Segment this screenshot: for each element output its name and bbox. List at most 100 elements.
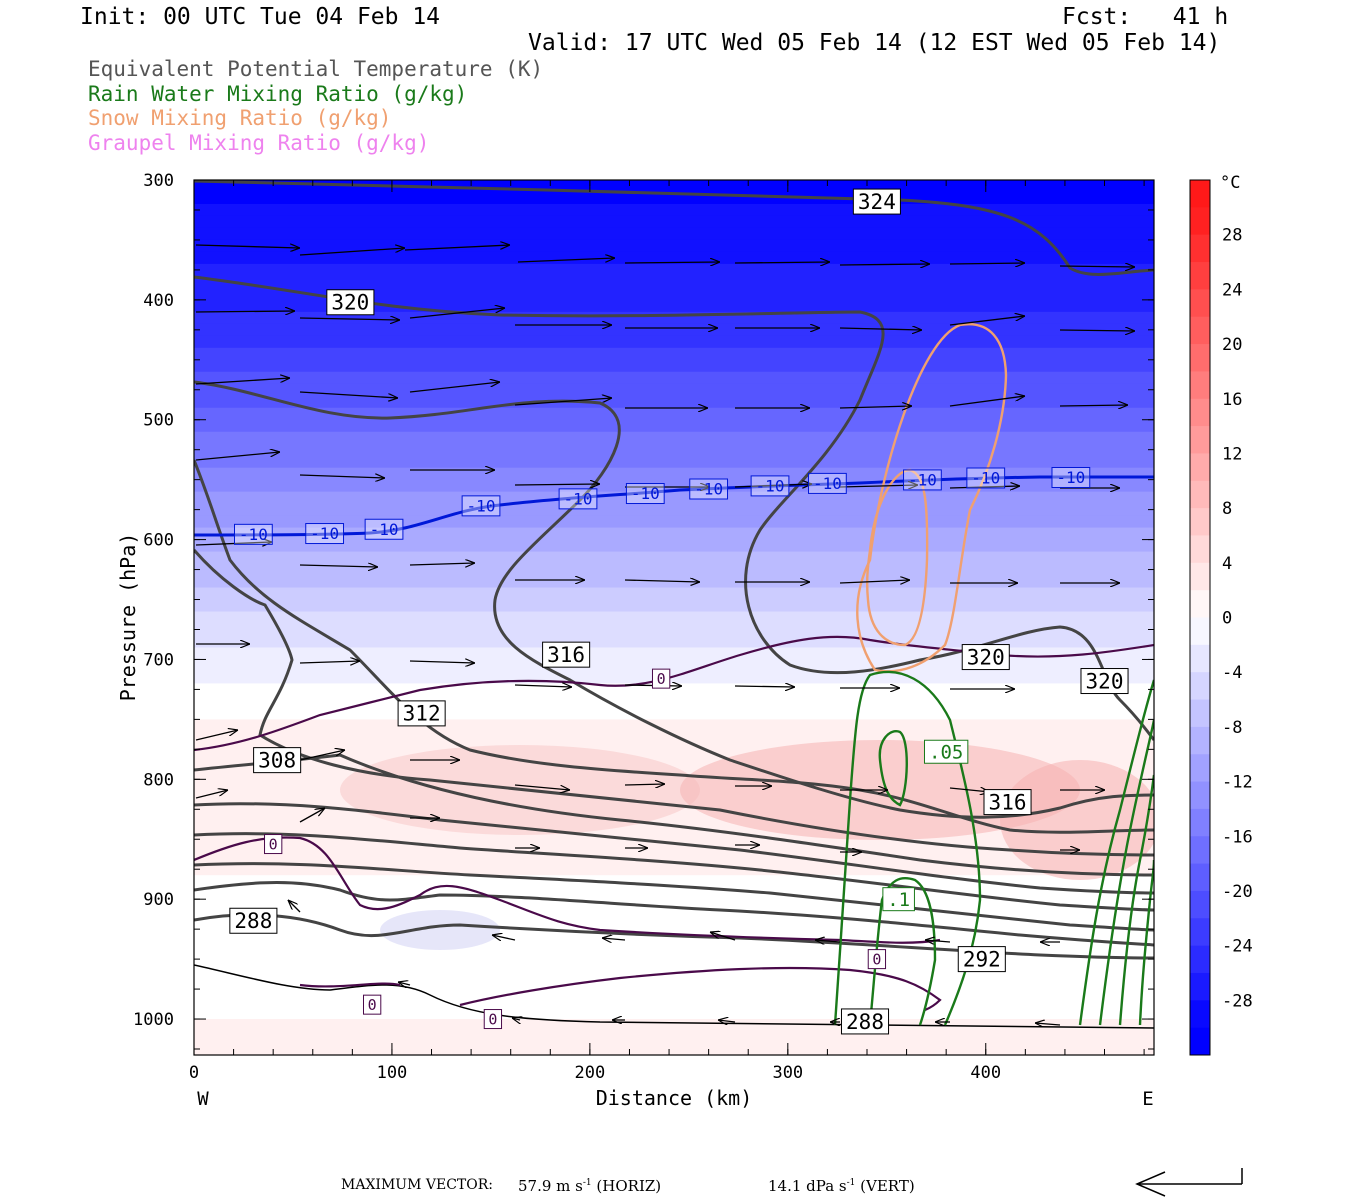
temp-band (194, 455, 1154, 469)
colorbar-cell (1190, 781, 1210, 810)
minus10-label: -10 (813, 474, 842, 493)
axes: 300 400 500 600 700 800 900 1000 0 100 200 300 400 Di… (116, 171, 1154, 1110)
y-tick-label: 500 (143, 411, 174, 431)
zero-label: 0 (269, 835, 278, 853)
temp-band (194, 251, 1154, 265)
rain-label-box (923, 739, 969, 764)
x-axis-label: Distance (km) (596, 1086, 753, 1110)
minus10-label: -10 (756, 477, 785, 496)
contour-labels: 324 320 316 312 308 288 320 320 316 292 288 -10 -10 -… (229, 188, 1129, 1035)
vert-vector-value: 14.1 dPa s-1 (VERT) (768, 1177, 915, 1195)
theta-e-label: 308 (258, 748, 296, 772)
horiz-vector-value: 57.9 m s-1 (HORIZ) (518, 1177, 662, 1195)
rain-label-box (882, 887, 915, 912)
y-tick-label: 800 (143, 770, 174, 790)
minus10-label-box (750, 475, 790, 497)
temp-band (194, 695, 1154, 708)
temp-band (194, 599, 1154, 613)
colorbar-cell (1190, 398, 1210, 427)
temp-band (194, 1043, 1154, 1055)
x-tick-label: 300 (772, 1063, 803, 1083)
colorbar-cell (1190, 289, 1210, 318)
colorbar-unit: °C (1220, 173, 1240, 193)
colorbar-cell (1190, 808, 1210, 837)
minus10-label: -10 (971, 469, 1000, 488)
temp-band (194, 287, 1154, 301)
temp-band (194, 215, 1154, 229)
colorbar-cell (1190, 262, 1210, 290)
theta-e-label-box (326, 289, 375, 316)
colorbar-tick-label: 28 (1222, 226, 1242, 246)
colorbar-cell (1190, 426, 1210, 454)
minus10-label: -10 (239, 525, 268, 544)
temp-band (194, 875, 1154, 888)
legend-graupel: Graupel Mixing Ratio (g/kg) (88, 131, 430, 155)
temp-band (194, 491, 1154, 505)
colorbar-tick-label: 24 (1222, 280, 1242, 300)
temp-band (194, 851, 1154, 864)
temp-band (194, 180, 1154, 193)
colorbar: °C 28 24 20 16 12 8 4 0 -4 -8 -12 -16 -20 -24 -28 (1189, 173, 1253, 1056)
minus10-label: -10 (310, 524, 339, 543)
temp-band (194, 227, 1154, 241)
temp-band (194, 239, 1154, 253)
colorbar-cell (1190, 972, 1210, 1001)
colorbar-tick-label: -12 (1222, 773, 1253, 793)
theta-e-label-box (253, 747, 302, 774)
minus10-label: -10 (564, 489, 593, 508)
zero-label-box (483, 1009, 503, 1030)
theta-e-label-box (840, 1008, 890, 1035)
zero-label-box (264, 834, 283, 855)
minus10-label-box (903, 469, 942, 491)
minus10-label: -10 (908, 471, 937, 490)
colorbar-cell (1190, 699, 1210, 728)
temp-band (194, 611, 1154, 625)
colorbar-tick-label: 16 (1222, 390, 1242, 410)
temp-band (194, 419, 1154, 433)
colorbar-cell (1190, 890, 1210, 919)
colorbar-cell (1190, 726, 1210, 755)
rain-label: .1 (887, 889, 910, 911)
y-tick-label: 400 (143, 291, 174, 311)
colorbar-cell (1190, 316, 1210, 345)
colorbar-cell (1190, 836, 1210, 865)
temp-band (194, 407, 1154, 421)
legend-rain: Rain Water Mixing Ratio (g/kg) (88, 82, 468, 106)
temp-band (194, 263, 1154, 277)
minus10-label: -10 (370, 520, 399, 539)
colorbar-cell (1190, 508, 1210, 536)
colorbar-cell (1190, 590, 1210, 618)
colorbar-cell (1190, 617, 1210, 646)
zero-label: 0 (872, 950, 881, 968)
y-tick-label: 300 (143, 171, 174, 191)
zero-label: 0 (368, 996, 377, 1014)
theta-e-label-box (961, 644, 1010, 671)
zero-label-box (867, 949, 887, 970)
theta-e-label: 320 (331, 291, 369, 315)
theta-e-label: 324 (858, 190, 896, 214)
temp-band (194, 947, 1154, 960)
minus10-label-box (966, 467, 1006, 489)
temp-band (194, 707, 1154, 720)
temp-band (194, 587, 1154, 601)
colorbar-tick-label: 8 (1222, 499, 1232, 519)
temp-band (194, 539, 1154, 553)
theta-e-label: 312 (403, 702, 441, 726)
temp-band (194, 1007, 1154, 1020)
y-tick-label: 1000 (133, 1010, 174, 1030)
temp-band (194, 527, 1154, 541)
x-tick-label: 0 (189, 1063, 199, 1083)
temp-band (194, 671, 1154, 685)
theta-e-label: 320 (1086, 669, 1124, 693)
temp-band (194, 371, 1154, 385)
rain-label: .05 (929, 741, 963, 763)
temp-band (194, 203, 1154, 217)
minus10-label-box (625, 483, 665, 505)
legend-theta-e: Equivalent Potential Temperature (K) (88, 57, 544, 81)
x-left-label: W (197, 1088, 209, 1110)
x-right-label: E (1142, 1088, 1153, 1110)
zero-label: 0 (657, 670, 666, 688)
temp-band (194, 443, 1154, 457)
minus10-label: -10 (1056, 468, 1085, 487)
y-tick-label: 600 (143, 531, 174, 551)
